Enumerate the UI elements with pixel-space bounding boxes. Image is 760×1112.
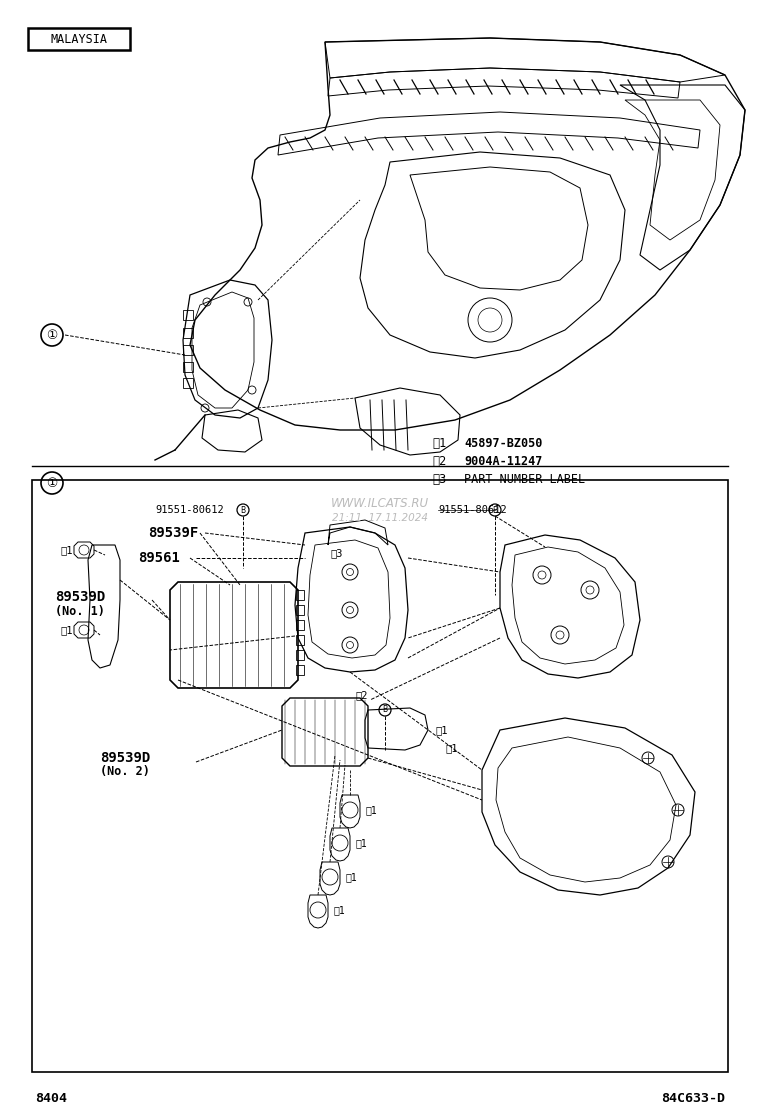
Text: ※2: ※2 (432, 455, 446, 467)
Bar (296, 605, 304, 615)
Text: (No. 2): (No. 2) (100, 765, 150, 778)
Bar (183, 378, 193, 388)
Text: ※1: ※1 (60, 625, 72, 635)
Text: ※1: ※1 (333, 905, 345, 915)
Text: WWW.ILCATS.RU: WWW.ILCATS.RU (331, 496, 429, 509)
Text: 91551-80612: 91551-80612 (438, 505, 507, 515)
Text: 45897-BZ050: 45897-BZ050 (464, 437, 543, 449)
Text: ①: ① (46, 328, 58, 341)
Text: ①: ① (46, 477, 58, 489)
Bar (183, 310, 193, 320)
Text: 89539F: 89539F (148, 526, 198, 540)
Text: 89561: 89561 (138, 552, 180, 565)
Text: ※1: ※1 (445, 743, 458, 753)
Text: ※1: ※1 (432, 437, 446, 449)
Bar (296, 635, 304, 645)
Text: ※1: ※1 (345, 872, 356, 882)
Text: 21:11  17.11.2024: 21:11 17.11.2024 (332, 513, 428, 523)
Bar (296, 651, 304, 661)
Text: B: B (492, 506, 498, 515)
Text: (No. 1): (No. 1) (55, 605, 105, 617)
Text: PART NUMBER LABEL: PART NUMBER LABEL (464, 473, 585, 486)
Text: 9004A-11247: 9004A-11247 (464, 455, 543, 467)
Text: 89539D: 89539D (100, 751, 150, 765)
Text: B: B (382, 705, 388, 715)
Bar (28, 28, 130, 50)
Text: 84C633-D: 84C633-D (661, 1092, 725, 1104)
Text: ※1: ※1 (365, 805, 377, 815)
Text: B: B (240, 506, 245, 515)
Text: 8404: 8404 (35, 1092, 67, 1104)
Text: 89539D: 89539D (55, 590, 105, 604)
Bar (296, 665, 304, 675)
Text: ※1: ※1 (60, 545, 72, 555)
Bar (32, 480, 728, 1072)
Text: ※3: ※3 (432, 473, 446, 486)
Text: ※2: ※2 (355, 691, 368, 699)
Text: ※3: ※3 (330, 548, 343, 558)
Bar (183, 328, 193, 338)
Bar (183, 345, 193, 355)
Text: 91551-80612: 91551-80612 (155, 505, 223, 515)
Bar (183, 363, 193, 373)
Bar (296, 620, 304, 631)
Text: MALAYSIA: MALAYSIA (50, 32, 107, 46)
Text: ※1: ※1 (355, 838, 367, 848)
Bar (296, 590, 304, 600)
Text: ※1: ※1 (435, 725, 448, 735)
